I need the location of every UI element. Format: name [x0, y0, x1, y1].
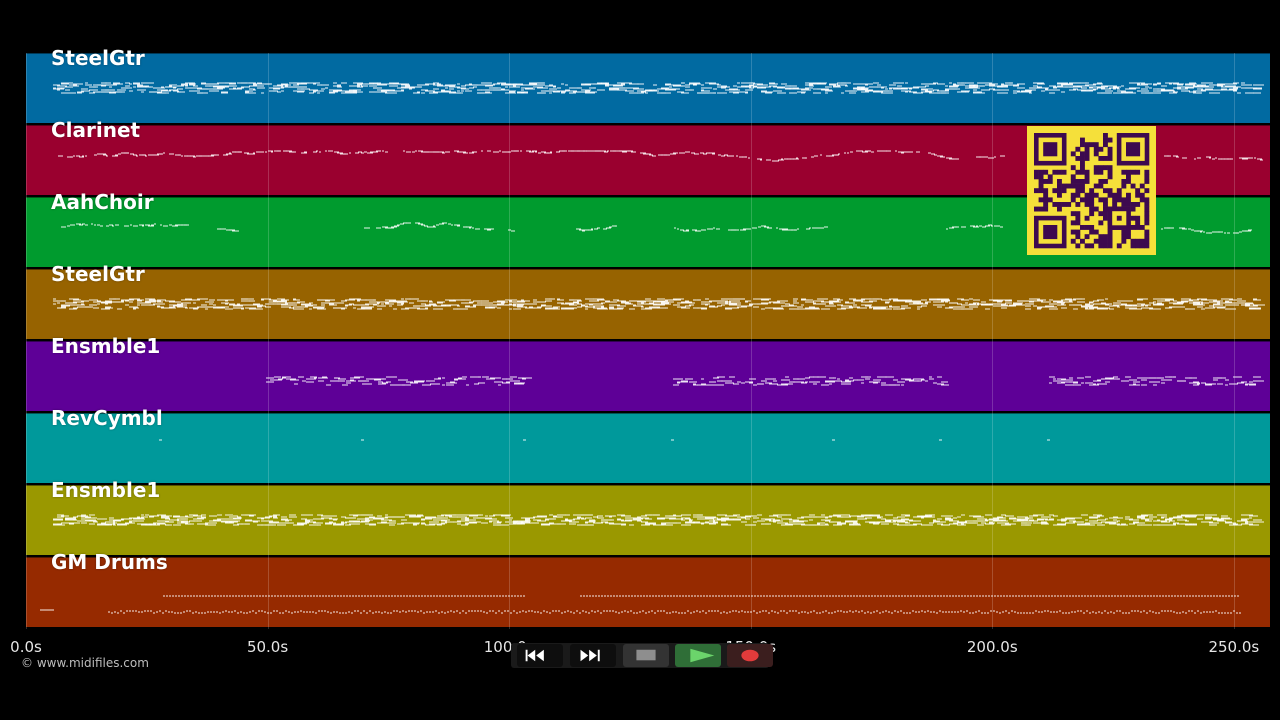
note-lane	[53, 514, 1264, 526]
fast-forward-button[interactable]	[570, 644, 616, 667]
rewind-icon	[525, 649, 544, 662]
track-row: SteelGtr	[26, 46, 1270, 123]
gridline	[992, 53, 994, 629]
note-lane	[266, 376, 1264, 386]
play-icon	[690, 648, 715, 663]
rewind-button[interactable]	[517, 644, 563, 667]
track-label: Clarinet	[51, 118, 141, 142]
record-button[interactable]	[727, 644, 773, 667]
track-label: GM Drums	[51, 550, 168, 574]
gridline	[267, 53, 269, 629]
copyright-text: © www.midifiles.com	[21, 656, 149, 670]
gridline	[26, 53, 27, 629]
gridline	[750, 53, 752, 629]
note-lane	[40, 595, 1241, 614]
time-tick-label: 50.0s	[246, 638, 289, 656]
note-lane	[53, 298, 1265, 310]
qr-code-icon	[1027, 126, 1156, 255]
stop-button[interactable]	[623, 644, 669, 667]
time-tick-label: 250.0s	[1208, 638, 1260, 656]
play-button[interactable]	[675, 644, 721, 667]
time-tick-label: 200.0s	[966, 638, 1018, 656]
record-icon	[741, 649, 759, 662]
track-label: Ensmble1	[51, 334, 161, 358]
note-lane	[58, 150, 1263, 162]
track-label: RevCymbl	[51, 406, 163, 430]
track-label: Ensmble1	[51, 478, 161, 502]
note-lane	[53, 82, 1264, 94]
transport-controls	[511, 643, 773, 668]
track-row: SteelGtr	[26, 262, 1270, 339]
note-lane	[61, 222, 1252, 234]
track-row: RevCymbl	[26, 406, 1270, 483]
gridline	[509, 53, 511, 629]
track-row: GM Drums	[26, 550, 1270, 627]
track-label: SteelGtr	[51, 46, 145, 70]
track-label: AahChoir	[51, 190, 154, 214]
stop-icon	[636, 649, 656, 661]
gridline	[1233, 53, 1235, 629]
track-row: Ensmble1	[26, 478, 1270, 555]
fast-forward-icon	[580, 649, 600, 662]
time-tick-label: 0.0s	[10, 638, 42, 656]
track-label: SteelGtr	[51, 262, 145, 286]
note-lane	[159, 439, 1050, 441]
track-row: Ensmble1	[26, 334, 1270, 411]
